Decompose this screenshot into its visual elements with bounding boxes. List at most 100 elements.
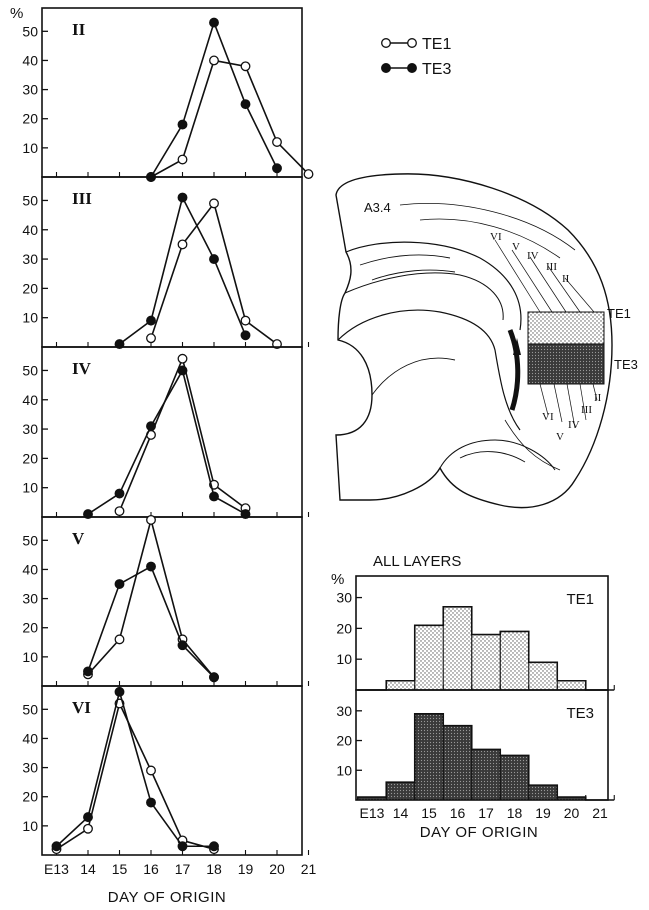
series-line-te1: [118, 356, 246, 512]
histogram-bar: [500, 631, 529, 690]
histogram-bar: [386, 782, 415, 800]
panel-label: IV: [72, 359, 92, 378]
panel-label: VI: [72, 698, 91, 717]
series-line-te3: [55, 688, 214, 848]
te3-point: [83, 812, 93, 823]
histogram-panel-label: TE1: [566, 591, 594, 608]
x-tick-label: E13: [44, 861, 69, 877]
te1-point: [177, 154, 188, 165]
y-tick-label: 20: [22, 280, 38, 296]
histogram-bar: [471, 634, 501, 690]
brain-layer-label: V: [512, 241, 520, 253]
x-tick-label: 17: [175, 861, 191, 877]
line-panel-ii: 10 20 30 40 50 II: [22, 7, 314, 182]
panel-label: III: [72, 189, 92, 208]
te1-point: [146, 333, 156, 344]
te3-point: [272, 163, 282, 174]
brain-layer-label: V: [556, 431, 564, 443]
y-tick-label: 50: [22, 362, 38, 378]
te1-point: [240, 61, 251, 72]
left-x-title: DAY OF ORIGIN: [108, 889, 226, 906]
panel-label: V: [72, 529, 85, 548]
histogram-bar: [414, 713, 444, 800]
te3-point: [146, 421, 156, 432]
histogram-bar: [443, 725, 472, 800]
x-tick-label: 18: [206, 861, 222, 877]
series-line-te3: [119, 195, 247, 345]
x-tick-label: 20: [564, 805, 580, 821]
y-tick-label: 30: [336, 590, 352, 606]
legend-filled-circle-icon: [381, 63, 391, 73]
te3-point: [83, 666, 93, 677]
y-tick-label: 20: [336, 620, 352, 636]
x-tick-label: 19: [535, 805, 551, 821]
series-line-te3: [87, 368, 246, 515]
y-tick-label: 40: [22, 222, 38, 238]
left-y-unit: %: [10, 5, 23, 22]
te3-point: [209, 491, 219, 502]
histogram-bar: [443, 606, 472, 690]
brain-layer-label: IV: [568, 419, 580, 431]
te1-point: [303, 169, 314, 180]
y-tick-label: 10: [22, 649, 38, 665]
line-panel-v: 10 20 30 40 50 V: [22, 514, 310, 687]
te3-point: [209, 254, 219, 265]
y-tick-label: 40: [22, 52, 38, 68]
te3-point: [209, 17, 219, 28]
y-tick-label: 10: [22, 480, 38, 496]
series-line-te1: [150, 59, 310, 178]
brain-area-te3: TE3: [614, 357, 638, 372]
line-panel-iv: 10 20 30 40 50 IV: [22, 346, 310, 520]
histogram-panel-label: TE3: [566, 705, 594, 722]
x-tick-label: 20: [269, 861, 285, 877]
line-panel-vi: 10 20 30 40 50 VI: [22, 685, 310, 856]
y-tick-label: 40: [22, 561, 38, 577]
y-tick-label: 30: [336, 703, 352, 719]
brain-layer-label: VI: [490, 231, 502, 243]
series-line-te1: [87, 516, 215, 678]
x-tick-label: 17: [478, 805, 494, 821]
legend: TE1 TE3: [381, 36, 451, 78]
brain-section-label: A3.4: [364, 200, 391, 215]
layer-line-panels: 10 20 30 40 50 II 10 20 30 40 50 III 10 20 30 40 50 IV 10 2…: [22, 7, 314, 856]
x-tick-label: 14: [393, 805, 409, 821]
te1-point: [177, 353, 188, 364]
y-tick-label: 10: [22, 818, 38, 834]
legend-open-circle-icon: [407, 38, 417, 48]
te3-point: [51, 841, 62, 852]
te3-point: [177, 841, 188, 852]
histogram-bar: [386, 680, 415, 690]
panel-frame: [41, 685, 303, 856]
x-tick-label: 16: [450, 805, 466, 821]
histogram-bar: [471, 749, 501, 800]
x-tick-label: 21: [301, 861, 317, 877]
te1-point: [114, 506, 125, 517]
line-panel-iii: 10 20 30 40 50 III: [22, 176, 310, 350]
te1-point: [177, 239, 188, 250]
y-tick-label: 20: [22, 450, 38, 466]
histogram-frame: [355, 689, 609, 801]
legend-open-circle-icon: [381, 38, 391, 48]
x-tick-label: 21: [592, 805, 608, 821]
histogram-bar: [414, 625, 444, 690]
histogram-panels: 10 20 30 TE1 10 20 30 TE3 E13 14 15 16 17 18 19 20 21: [336, 575, 615, 821]
histogram-bar: [500, 755, 529, 800]
series-line-te3: [87, 565, 215, 678]
x-tick-label: 14: [80, 861, 96, 877]
y-tick-label: 40: [22, 392, 38, 408]
y-tick-label: 10: [336, 762, 352, 778]
y-tick-label: 50: [22, 23, 38, 39]
hist-title: ALL LAYERS: [373, 553, 461, 570]
brain-section-diagram: [335, 173, 613, 509]
histogram-bar: [557, 680, 586, 690]
y-tick-label: 30: [22, 421, 38, 437]
series-line-te1: [56, 701, 215, 850]
brain-layer-label: III: [546, 261, 557, 273]
brain-layer-label: III: [581, 404, 592, 416]
te3-point: [114, 579, 125, 589]
te1-point: [240, 315, 251, 326]
histogram-step-outline: [357, 606, 615, 691]
histogram-bar: [528, 662, 558, 690]
te3-point: [177, 192, 188, 203]
y-tick-label: 10: [336, 651, 352, 667]
